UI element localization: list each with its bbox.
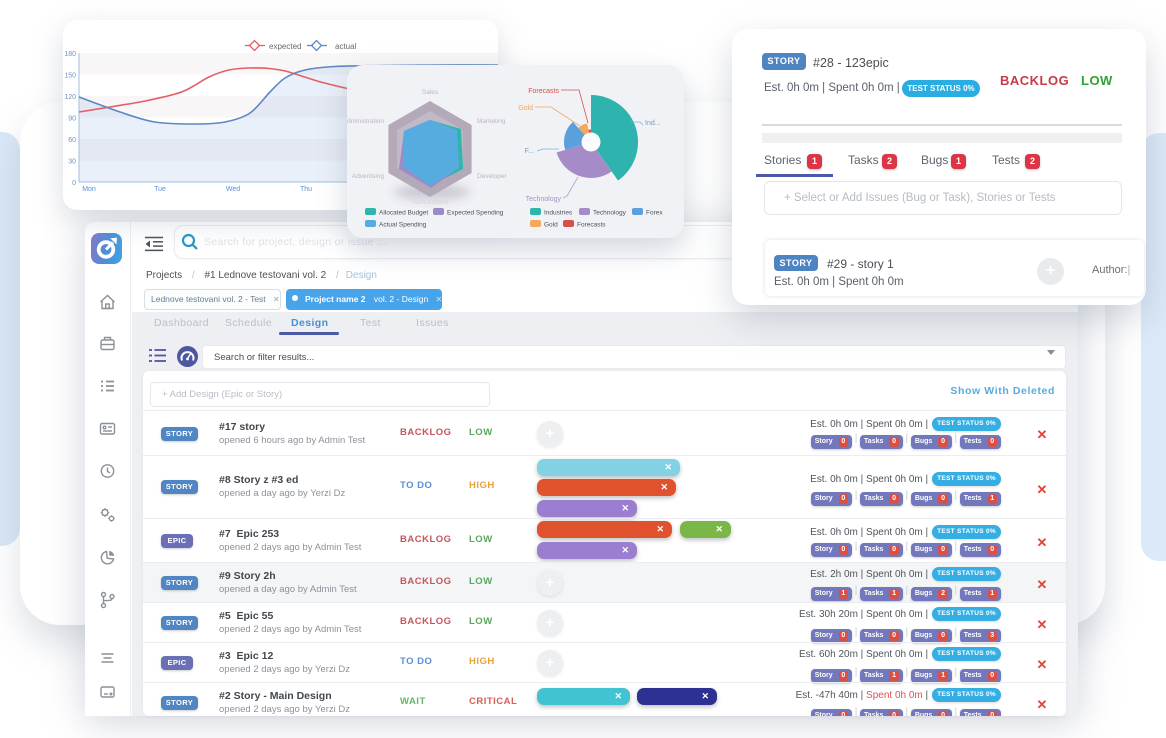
svg-text:Tech support: Tech support [411, 199, 448, 206]
svg-text:90: 90 [68, 116, 76, 123]
svg-text:180: 180 [64, 51, 76, 58]
svg-text:Advertising: Advertising [352, 173, 385, 180]
svg-text:F...: F... [525, 148, 534, 155]
svg-text:Forecasts: Forecasts [577, 222, 606, 229]
svg-text:Technology: Technology [593, 210, 627, 217]
svg-text:Mon: Mon [82, 186, 96, 193]
svg-text:0: 0 [72, 180, 76, 187]
svg-text:150: 150 [64, 73, 76, 80]
svg-text:Marketing: Marketing [477, 118, 506, 125]
svg-text:Administration: Administration [347, 118, 384, 125]
svg-text:Allocated Budget: Allocated Budget [379, 210, 428, 217]
svg-text:Developer: Developer [477, 173, 507, 180]
svg-text:Actual Spending: Actual Spending [379, 222, 427, 229]
svg-text:Gold: Gold [518, 105, 533, 112]
svg-text:Forecasts: Forecasts [528, 88, 559, 95]
svg-text:actual: actual [335, 42, 357, 51]
svg-text:60: 60 [68, 137, 76, 144]
svg-text:Technology: Technology [526, 196, 562, 203]
svg-text:Expected Spending: Expected Spending [447, 210, 504, 217]
svg-text:Gold: Gold [544, 222, 558, 229]
svg-text:Industries: Industries [544, 210, 573, 217]
svg-text:expected: expected [269, 42, 301, 51]
svg-text:30: 30 [68, 159, 76, 166]
svg-text:Thu: Thu [300, 186, 312, 193]
svg-text:Ind...: Ind... [645, 120, 661, 127]
svg-text:Wed: Wed [226, 186, 240, 193]
svg-text:Sales: Sales [422, 89, 439, 96]
svg-text:Tue: Tue [154, 186, 166, 193]
svg-text:120: 120 [64, 94, 76, 101]
svg-text:Forex: Forex [646, 210, 663, 217]
